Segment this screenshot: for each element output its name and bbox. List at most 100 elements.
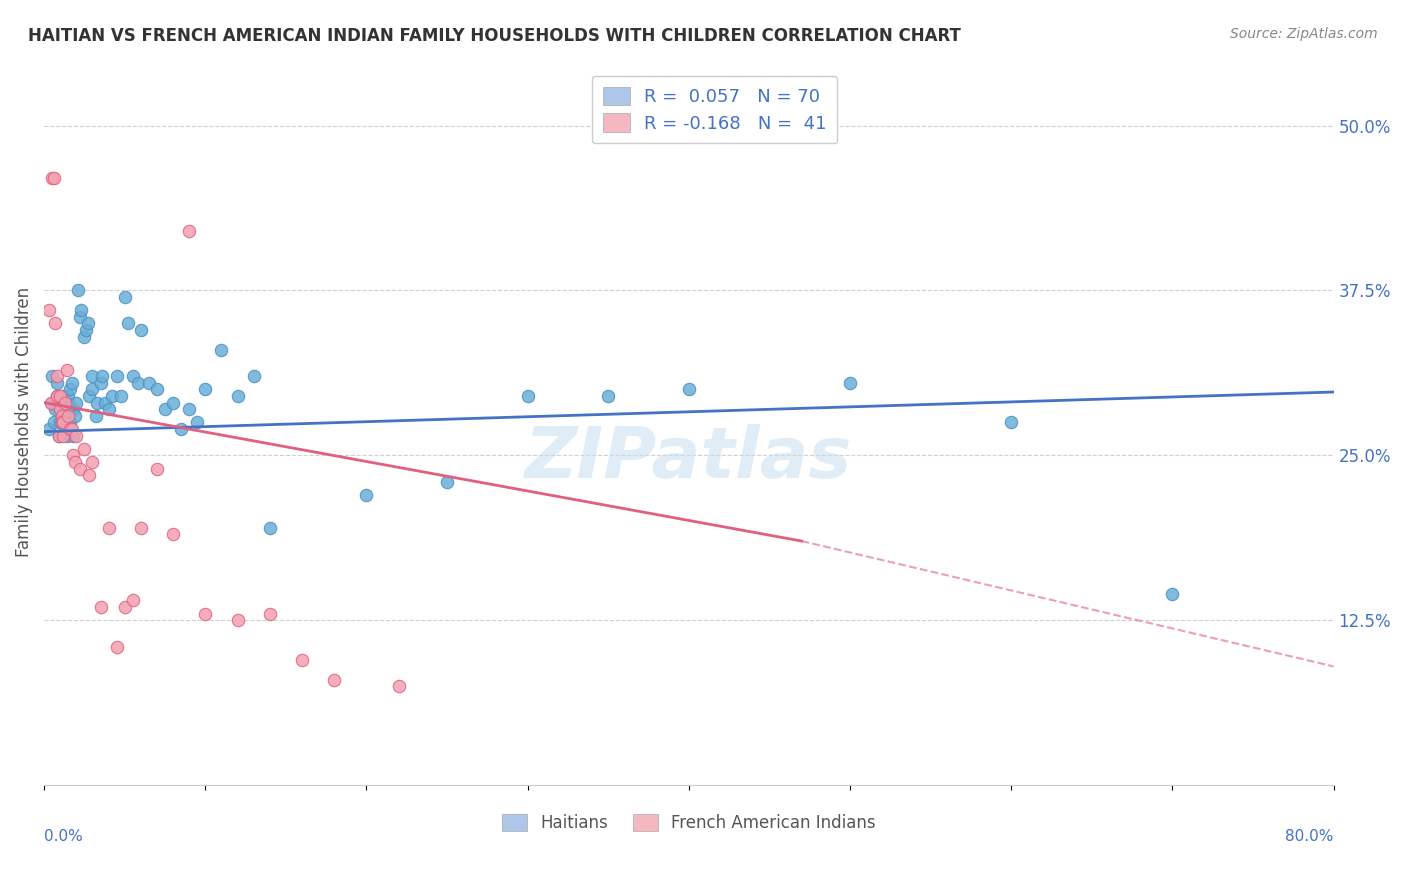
Point bbox=[186, 415, 208, 429]
Point bbox=[242, 369, 264, 384]
Point bbox=[117, 317, 139, 331]
Y-axis label: Family Households with Children: Family Households with Children bbox=[15, 287, 32, 558]
Point bbox=[51, 409, 73, 423]
Point bbox=[65, 428, 87, 442]
Text: Source: ZipAtlas.com: Source: ZipAtlas.com bbox=[1230, 27, 1378, 41]
Point bbox=[62, 402, 84, 417]
Point bbox=[121, 369, 143, 384]
Point bbox=[170, 422, 193, 436]
Point bbox=[97, 521, 120, 535]
Point bbox=[51, 395, 73, 409]
Point bbox=[194, 607, 217, 621]
Point bbox=[162, 395, 184, 409]
Point bbox=[55, 428, 77, 442]
Point bbox=[226, 389, 249, 403]
Point bbox=[89, 376, 111, 390]
Point bbox=[38, 422, 60, 436]
Point bbox=[44, 402, 66, 417]
Point bbox=[63, 455, 86, 469]
Point bbox=[226, 613, 249, 627]
Point bbox=[516, 389, 538, 403]
Point bbox=[39, 395, 62, 409]
Point bbox=[110, 389, 132, 403]
Point bbox=[69, 310, 91, 324]
Point bbox=[77, 389, 100, 403]
Point bbox=[70, 303, 93, 318]
Point bbox=[49, 402, 72, 417]
Point bbox=[436, 475, 458, 489]
Point bbox=[38, 303, 60, 318]
Point bbox=[73, 329, 96, 343]
Point bbox=[101, 389, 124, 403]
Point bbox=[105, 640, 128, 654]
Point bbox=[52, 415, 75, 429]
Point bbox=[58, 389, 80, 403]
Point bbox=[162, 527, 184, 541]
Point bbox=[356, 488, 378, 502]
Point bbox=[194, 383, 217, 397]
Point bbox=[63, 409, 86, 423]
Point bbox=[84, 409, 107, 423]
Point bbox=[91, 369, 114, 384]
Point bbox=[46, 376, 69, 390]
Text: 0.0%: 0.0% bbox=[44, 829, 83, 844]
Point bbox=[129, 323, 152, 337]
Point bbox=[678, 383, 700, 397]
Point bbox=[59, 415, 82, 429]
Point bbox=[52, 428, 75, 442]
Point bbox=[42, 171, 65, 186]
Point bbox=[259, 607, 281, 621]
Point bbox=[58, 395, 80, 409]
Point bbox=[82, 383, 104, 397]
Point bbox=[82, 455, 104, 469]
Point bbox=[41, 369, 63, 384]
Point bbox=[49, 415, 72, 429]
Point bbox=[76, 317, 98, 331]
Point bbox=[259, 521, 281, 535]
Point bbox=[55, 362, 77, 376]
Point bbox=[59, 422, 82, 436]
Point bbox=[44, 317, 66, 331]
Point bbox=[127, 376, 149, 390]
Point bbox=[66, 284, 89, 298]
Point bbox=[62, 448, 84, 462]
Point bbox=[114, 600, 136, 615]
Point bbox=[42, 415, 65, 429]
Point bbox=[51, 415, 73, 429]
Point bbox=[60, 376, 83, 390]
Point bbox=[73, 442, 96, 456]
Point bbox=[839, 376, 862, 390]
Point bbox=[146, 383, 169, 397]
Point bbox=[48, 428, 70, 442]
Point bbox=[59, 383, 82, 397]
Point bbox=[52, 409, 75, 423]
Point bbox=[179, 402, 201, 417]
Point bbox=[41, 171, 63, 186]
Point bbox=[82, 369, 104, 384]
Point bbox=[1161, 587, 1184, 601]
Point bbox=[598, 389, 620, 403]
Point bbox=[114, 290, 136, 304]
Point bbox=[121, 593, 143, 607]
Point bbox=[46, 369, 69, 384]
Point bbox=[86, 395, 108, 409]
Point bbox=[55, 402, 77, 417]
Point bbox=[51, 415, 73, 429]
Point bbox=[77, 468, 100, 483]
Point bbox=[69, 461, 91, 475]
Point bbox=[209, 343, 232, 357]
Point bbox=[41, 395, 63, 409]
Point bbox=[53, 415, 76, 429]
Point bbox=[53, 422, 76, 436]
Point bbox=[46, 389, 69, 403]
Point bbox=[89, 600, 111, 615]
Point bbox=[75, 323, 97, 337]
Point bbox=[153, 402, 176, 417]
Point bbox=[60, 422, 83, 436]
Point bbox=[138, 376, 160, 390]
Point bbox=[52, 389, 75, 403]
Legend: Haitians, French American Indians: Haitians, French American Indians bbox=[492, 804, 886, 842]
Text: ZIPatlas: ZIPatlas bbox=[524, 424, 852, 493]
Point bbox=[62, 428, 84, 442]
Point bbox=[323, 673, 346, 687]
